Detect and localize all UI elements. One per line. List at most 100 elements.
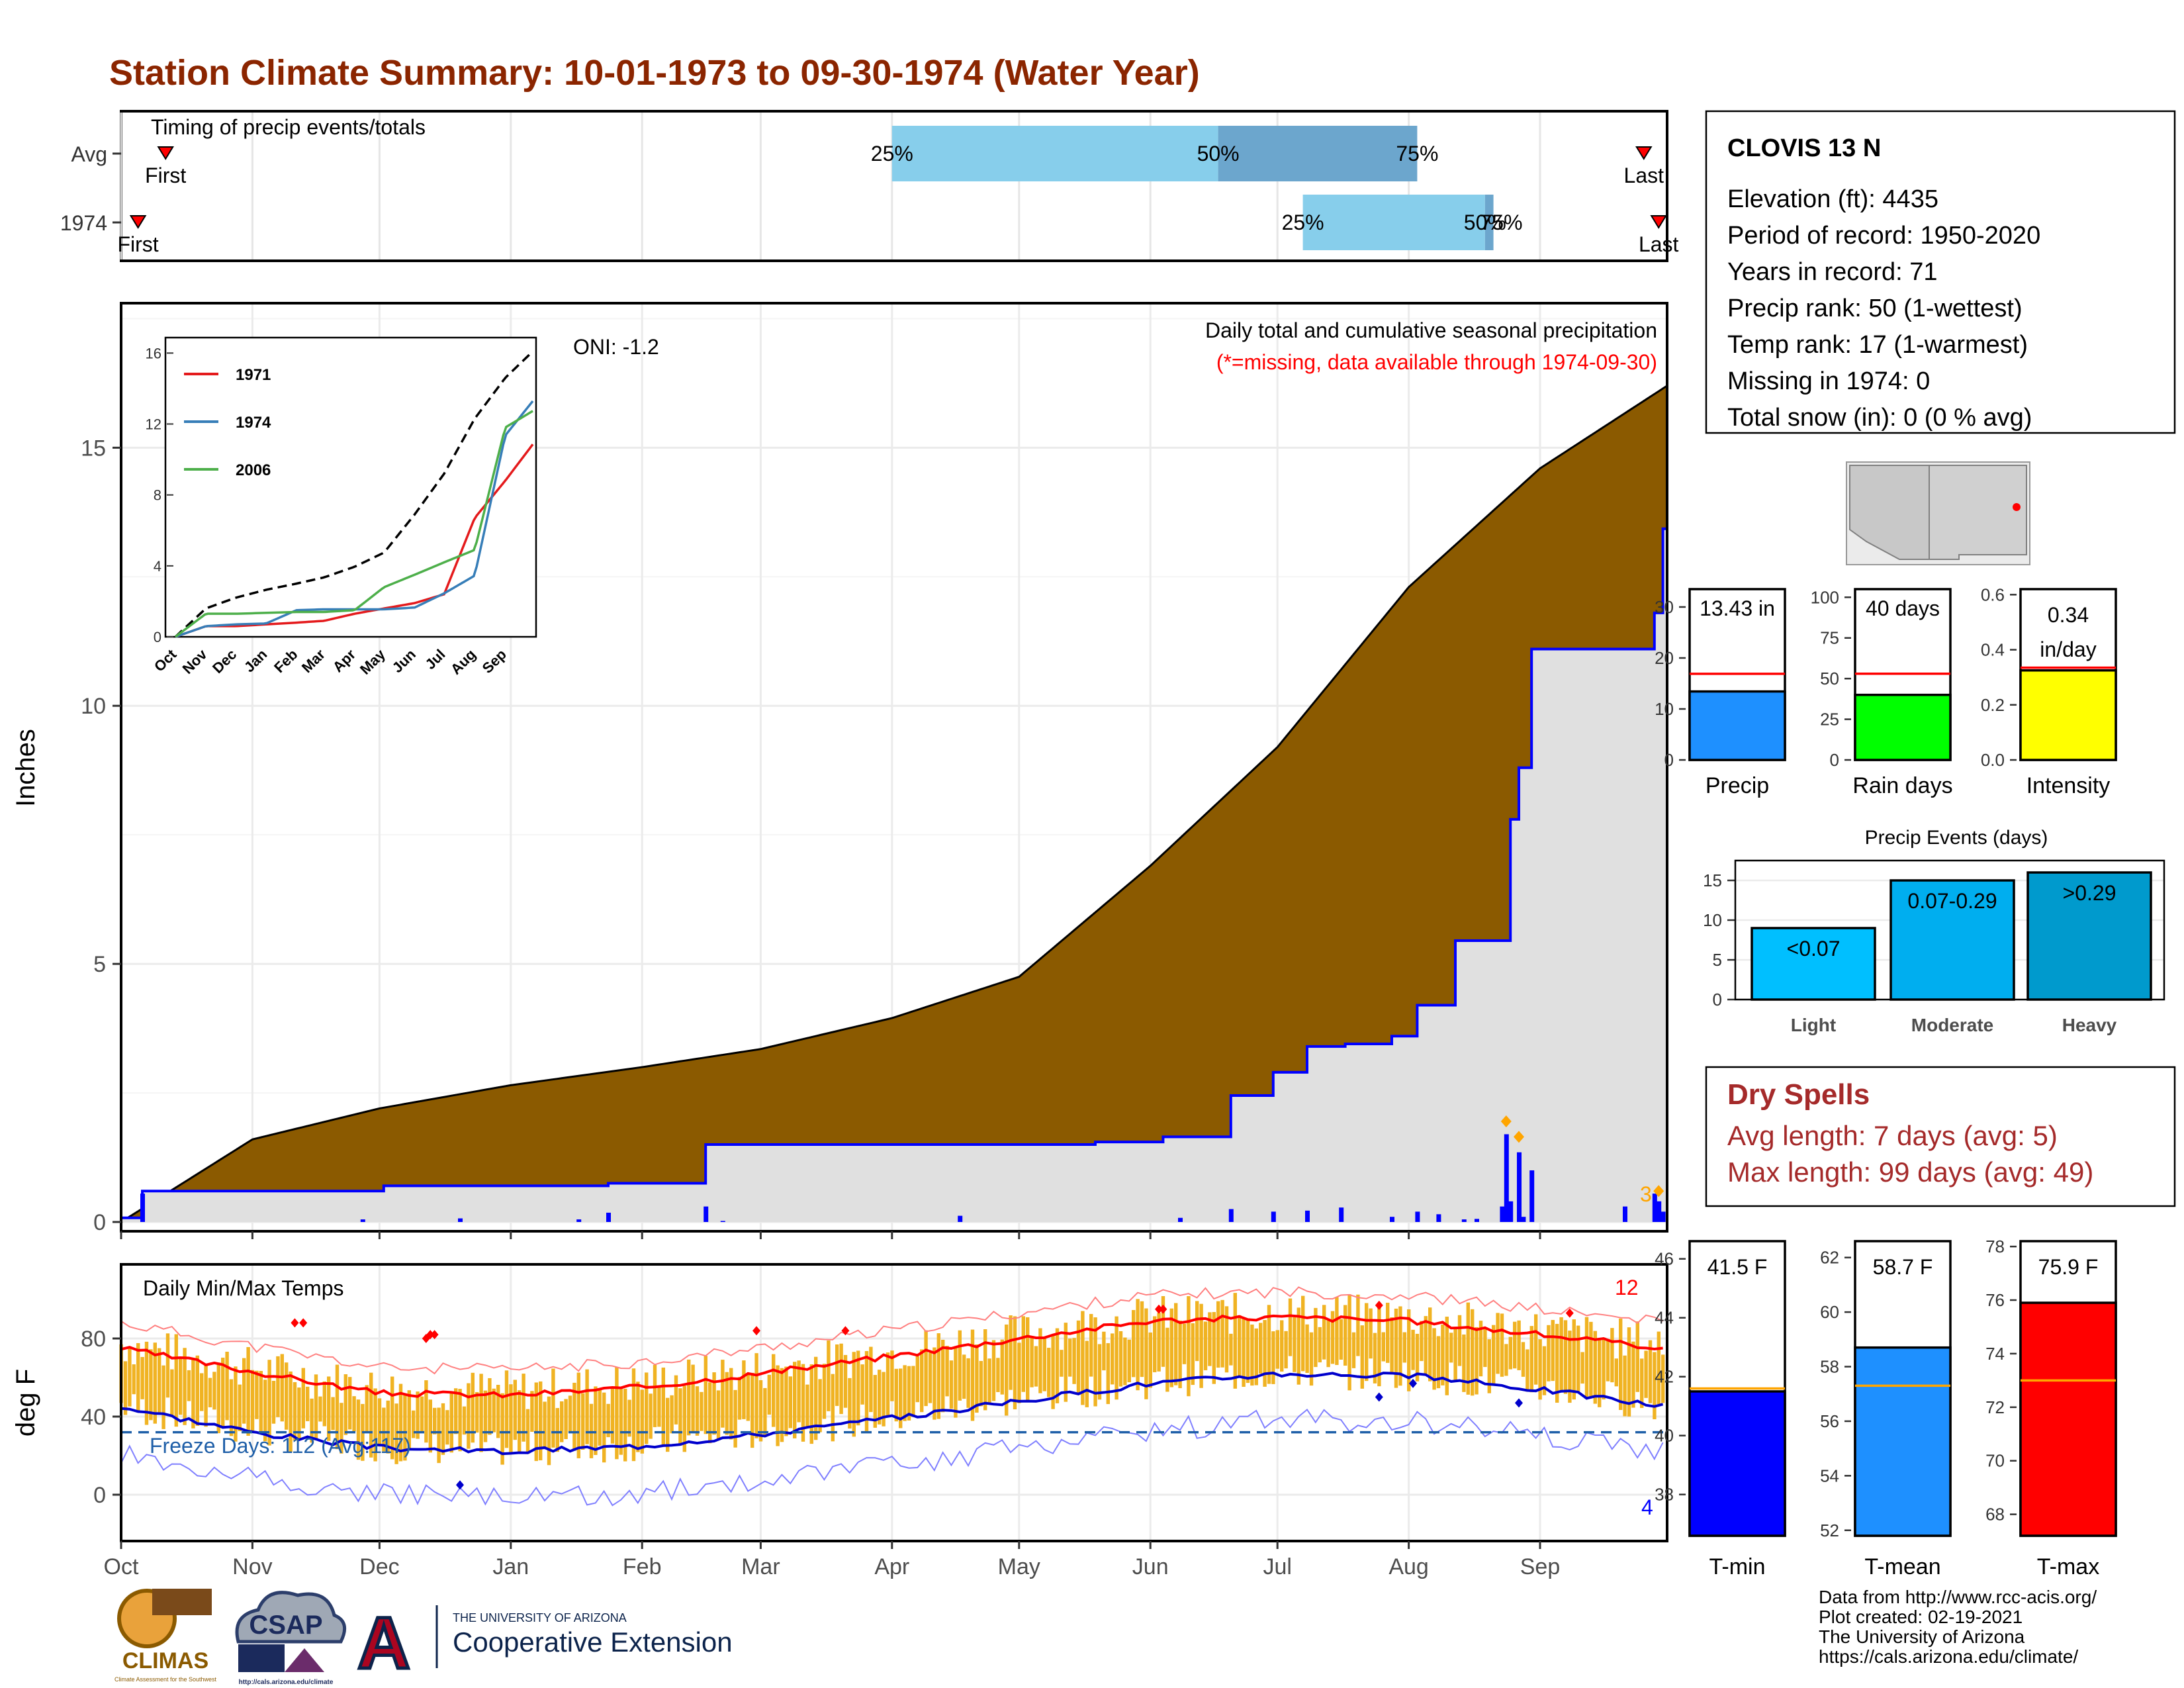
daily-temp-range-bar [657,1385,661,1427]
daily-temp-range-bar [987,1358,991,1404]
daily-temp-range-bar [475,1391,479,1433]
daily-temp-range-bar [822,1364,827,1419]
daily-temp-range-bar [259,1371,263,1434]
inset-y-tick-label: 4 [154,558,161,575]
csap-mountain-icon [285,1648,324,1672]
summary-bar-tick-label: 10 [1655,699,1674,719]
summary-bar-tick-label: 0.2 [1981,695,2005,715]
daily-temp-range-bar [445,1410,449,1445]
daily-temp-range-bar [238,1384,242,1431]
daily-temp-range-bar [471,1372,475,1443]
daily-temp-range-bar [911,1366,915,1417]
daily-precip-bar [1504,1134,1509,1222]
average-max-line [120,1314,1663,1399]
average-cumulative-line [120,385,1668,1223]
daily-temp-range-bar [1356,1294,1360,1356]
daily-temp-range-bar [200,1373,204,1411]
daily-temp-range-bar [1060,1350,1064,1377]
summary-bar-intensity [2019,669,2117,761]
heavy-event-marker [1500,1115,1512,1127]
daily-temp-range-bar [225,1352,229,1421]
daily-temp-range-bar [1326,1320,1330,1368]
daily-temp-range-bar [882,1372,886,1427]
daily-temp-range-bar [331,1397,335,1430]
daily-temp-range-bar [852,1352,856,1437]
record-high-marker [841,1326,850,1336]
temp-bar-tick-label: 40 [1655,1426,1674,1446]
daily-temp-range-bar [1174,1303,1178,1385]
daily-temp-range-bar [352,1396,356,1432]
month-x-tick-label: Sep [1520,1554,1561,1579]
dry-spells-frame [1705,1066,2176,1207]
daily-temp-range-bar [1309,1332,1314,1386]
precip-events-tick-label: 15 [1703,870,1722,890]
daily-temp-range-bar [280,1354,284,1422]
daily-temp-range-bar [1521,1342,1525,1377]
daily-precip-bar [458,1218,463,1222]
daily-temp-range-bar [1394,1308,1398,1388]
daily-temp-range-bar [1297,1307,1300,1385]
month-x-tick-label: Jul [1263,1554,1291,1579]
temp-bar-tick-label: 72 [1985,1397,2005,1417]
temperature-summary-bars: 41.5 F 38 40 42 44 46 T-min 58.7 F 52 54 56 58 60 62 T… [1655,1237,2117,1579]
footer-credit-line: https://cals.arizona.edu/climate/ [1819,1646,2078,1667]
daily-temp-range-bar [1377,1303,1381,1387]
daily-temp-range-bar [428,1399,432,1453]
precip-events-chart: Precip Events (days) 0 5 10 15 <0.07 Light 0.0… [1703,827,2184,1035]
daily-temp-range-bar [158,1348,161,1413]
daily-temp-range-bar [1453,1327,1457,1382]
daily-temp-range-bar [449,1392,453,1453]
temp-panel: 0 40 80 deg F Daily Min/Max Temps Freeze D… [11,1263,1668,1579]
daily-temp-range-bar [1127,1339,1131,1383]
station-name: CLOVIS 13 N [1727,134,1881,162]
daily-temp-range-bar [140,1356,144,1399]
daily-precip-bar [1415,1211,1420,1222]
daily-temp-range-bar [1351,1332,1356,1368]
record-low-marker [1515,1398,1523,1408]
daily-temp-range-bar [1487,1339,1491,1393]
timing-bar-25-50 [1302,195,1485,250]
daily-temp-range-bar [1293,1317,1297,1372]
daily-temp-range-bar [534,1382,538,1462]
daily-precip-bar [720,1221,725,1222]
daily-temp-range-bar [1203,1321,1208,1370]
daily-temp-range-bar [1224,1306,1229,1373]
temp-bar-tick-label: 60 [1820,1302,1839,1322]
record-high-marker [1375,1300,1383,1310]
daily-temp-range-bar [1076,1320,1081,1395]
station-info-line: Years in record: 71 [1727,258,1938,286]
timing-p75-label: 75% [1480,211,1523,234]
daily-temp-range-bar [496,1385,500,1438]
month-x-tick-label: Jan [492,1554,529,1579]
daily-temp-range-bar [1619,1318,1623,1410]
daily-temp-range-bar [1492,1325,1496,1386]
daily-temp-range-bar [1005,1324,1009,1416]
daily-temp-range-bar [1602,1337,1606,1400]
timing-first-label: First [145,164,186,187]
daily-temp-range-bar [1542,1346,1547,1395]
daily-temp-range-bar [1365,1303,1369,1382]
daily-temp-range-bar [1534,1314,1538,1385]
daily-temp-range-bar [412,1410,416,1438]
record-high-marker [291,1318,299,1328]
daily-temp-range-bar [1144,1308,1148,1399]
temp-bar-tick-label: 62 [1820,1248,1839,1268]
daily-temp-range-bar [615,1367,619,1460]
daily-precip-bar [958,1215,963,1222]
summary-bar-value: 0.34 [2048,603,2089,627]
inset-frame [164,336,537,638]
daily-temp-range-bar [263,1380,267,1442]
daily-temp-range-bar [1238,1315,1242,1378]
daily-temp-range-bar [1034,1346,1038,1387]
daily-temp-range-bar [424,1380,428,1443]
daily-temp-range-bar [1411,1329,1415,1370]
daily-temp-range-bar [1157,1313,1161,1372]
temp-bar-value: 41.5 F [1707,1255,1768,1279]
csap-url: http://cals.arizona.edu/climate [239,1679,334,1686]
daily-temp-range-bar [1093,1317,1097,1407]
month-x-tick-label: Oct [104,1554,139,1579]
daily-temp-range-bar [814,1356,818,1440]
daily-temp-range-bar [1441,1324,1445,1385]
daily-temp-range-bar [1420,1321,1424,1362]
daily-temp-range-bar [318,1396,322,1422]
